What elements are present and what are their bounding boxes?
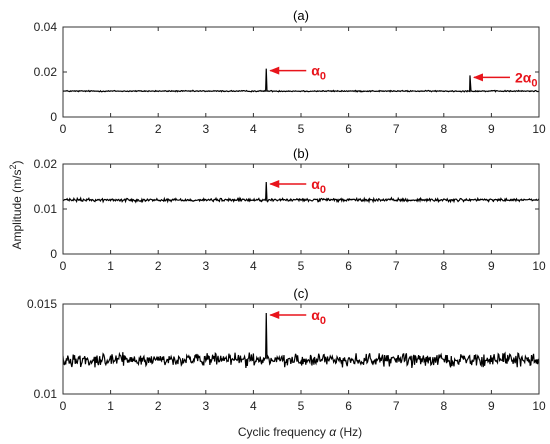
x-tick-label: 2 bbox=[155, 399, 162, 413]
x-tick-label: 9 bbox=[488, 399, 495, 413]
x-tick-label: 0 bbox=[60, 399, 67, 413]
panel-a: (a) 0 1 2 3 4 5 6 7 8 9 10 0 0.02 0.04 α0 2α0 bbox=[34, 8, 546, 136]
y-tick-label: 0.01 bbox=[34, 202, 58, 216]
x-tick-label: 5 bbox=[298, 259, 305, 273]
annotation-label: 2α0 bbox=[515, 69, 538, 89]
x-tick-label: 1 bbox=[107, 259, 114, 273]
x-tick-label: 3 bbox=[202, 259, 209, 273]
annotation-label: α0 bbox=[311, 63, 326, 83]
x-tick-label: 6 bbox=[345, 122, 352, 136]
x-tick-label: 2 bbox=[155, 122, 162, 136]
annotation-label: α0 bbox=[311, 176, 326, 196]
y-tick-label: 0.01 bbox=[34, 387, 58, 401]
panel-title: (a) bbox=[293, 8, 309, 23]
x-tick-label: 7 bbox=[393, 399, 400, 413]
x-tick-label: 5 bbox=[298, 399, 305, 413]
panel-c: (c) 0 1 2 3 4 5 6 7 8 9 10 0.01 0.015 α0 bbox=[27, 286, 546, 413]
panel-title: (c) bbox=[293, 286, 308, 301]
x-tick-label: 4 bbox=[250, 259, 257, 273]
spectrum-trace bbox=[63, 68, 539, 93]
annotation-label: α0 bbox=[311, 307, 326, 327]
x-tick-label: 7 bbox=[393, 122, 400, 136]
spectrum-trace bbox=[63, 312, 539, 369]
x-tick-label: 0 bbox=[60, 259, 67, 273]
x-tick-label: 10 bbox=[532, 122, 546, 136]
x-tick-label: 4 bbox=[250, 399, 257, 413]
x-tick-label: 1 bbox=[107, 399, 114, 413]
x-tick-label: 8 bbox=[440, 259, 447, 273]
x-tick-label: 5 bbox=[298, 122, 305, 136]
x-tick-label: 6 bbox=[345, 259, 352, 273]
y-tick-label: 0.02 bbox=[34, 157, 58, 171]
axes-box bbox=[62, 26, 540, 118]
panel-b: (b) 0 1 2 3 4 5 6 7 8 9 10 0 0.01 0.02 α0 bbox=[34, 146, 546, 273]
x-tick-label: 9 bbox=[488, 259, 495, 273]
x-tick-label: 3 bbox=[202, 122, 209, 136]
x-tick-label: 8 bbox=[440, 122, 447, 136]
x-tick-label: 9 bbox=[488, 122, 495, 136]
x-tick-label: 3 bbox=[202, 399, 209, 413]
x-tick-label: 2 bbox=[155, 259, 162, 273]
spectrum-trace bbox=[63, 181, 539, 204]
y-tick-label: 0.02 bbox=[34, 65, 58, 79]
x-tick-label: 6 bbox=[345, 399, 352, 413]
y-tick-label: 0 bbox=[50, 110, 57, 124]
x-tick-label: 8 bbox=[440, 399, 447, 413]
y-tick-label: 0.04 bbox=[34, 20, 58, 34]
x-axis-label: Cyclic frequency α (Hz) bbox=[238, 425, 362, 439]
y-tick-label: 0 bbox=[50, 247, 57, 261]
panel-title: (b) bbox=[293, 146, 309, 161]
x-tick-label: 10 bbox=[532, 399, 546, 413]
x-tick-label: 10 bbox=[532, 259, 546, 273]
y-axis-label: Amplitude (m/s2) bbox=[8, 160, 24, 249]
x-tick-label: 7 bbox=[393, 259, 400, 273]
x-tick-label: 4 bbox=[250, 122, 257, 136]
x-tick-label: 1 bbox=[107, 122, 114, 136]
y-tick-label: 0.015 bbox=[27, 297, 57, 311]
axes-box bbox=[62, 163, 540, 255]
x-tick-label: 0 bbox=[60, 122, 67, 136]
axes-box bbox=[62, 303, 540, 395]
